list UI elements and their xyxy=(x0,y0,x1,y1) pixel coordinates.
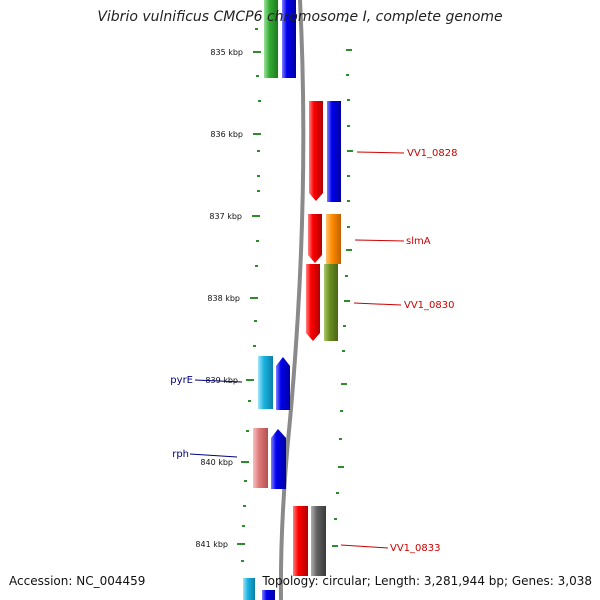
accession-text: Accession: NC_004459 xyxy=(9,574,146,588)
feature-cyan-pyrE[interactable] xyxy=(258,356,273,409)
feature-red-0833[interactable] xyxy=(293,506,308,576)
feature-green-top[interactable] xyxy=(264,0,278,78)
feature-red-0830[interactable] xyxy=(306,264,320,341)
feature-blue-top[interactable] xyxy=(282,0,296,78)
gene-label-rph[interactable]: rph xyxy=(172,449,189,460)
feature-red-slmA[interactable] xyxy=(308,214,322,263)
gene-label-VV1_0828[interactable]: VV1_0828 xyxy=(407,148,458,159)
feature-red-0828[interactable] xyxy=(309,101,323,201)
tick-label-835: 835 kbp xyxy=(210,48,243,57)
gene-label-slmA[interactable]: slmA xyxy=(406,236,431,247)
feature-blue-pyrE[interactable] xyxy=(276,357,290,410)
gene-features xyxy=(243,0,341,600)
gene-label-pyrE[interactable]: pyrE xyxy=(170,375,193,386)
feature-blue-rph[interactable] xyxy=(271,429,286,489)
map-title: Vibrio vulnificus CMCP6 chromosome I, co… xyxy=(97,9,503,25)
tick-label-841: 841 kbp xyxy=(195,540,228,549)
feature-pink-rph[interactable] xyxy=(253,428,268,488)
tick-label-837: 837 kbp xyxy=(209,212,242,221)
feature-blue-bottom[interactable] xyxy=(262,590,275,600)
inner-ruler xyxy=(241,28,261,562)
tick-label-838: 838 kbp xyxy=(207,294,240,303)
gene-label-VV1_0833[interactable]: VV1_0833 xyxy=(390,543,441,554)
kbp-ticks xyxy=(237,51,261,545)
tick-label-836: 836 kbp xyxy=(210,130,243,139)
topology-summary-text: Topology: circular; Length: 3,281,944 bp… xyxy=(262,574,592,588)
feature-grey-0833[interactable] xyxy=(311,506,326,576)
label-leaders xyxy=(189,151,405,549)
tick-label-839: 839 kbp xyxy=(205,376,238,385)
chromosome-backbone xyxy=(278,0,306,600)
tick-label-840: 840 kbp xyxy=(200,458,233,467)
outer-ruler xyxy=(332,20,353,547)
feature-olive-0830[interactable] xyxy=(324,264,338,341)
feature-cyan-bottom[interactable] xyxy=(243,578,255,600)
feature-orange-slmA[interactable] xyxy=(326,214,341,264)
gene-label-VV1_0830[interactable]: VV1_0830 xyxy=(404,300,455,311)
feature-blue-0828[interactable] xyxy=(327,101,341,202)
